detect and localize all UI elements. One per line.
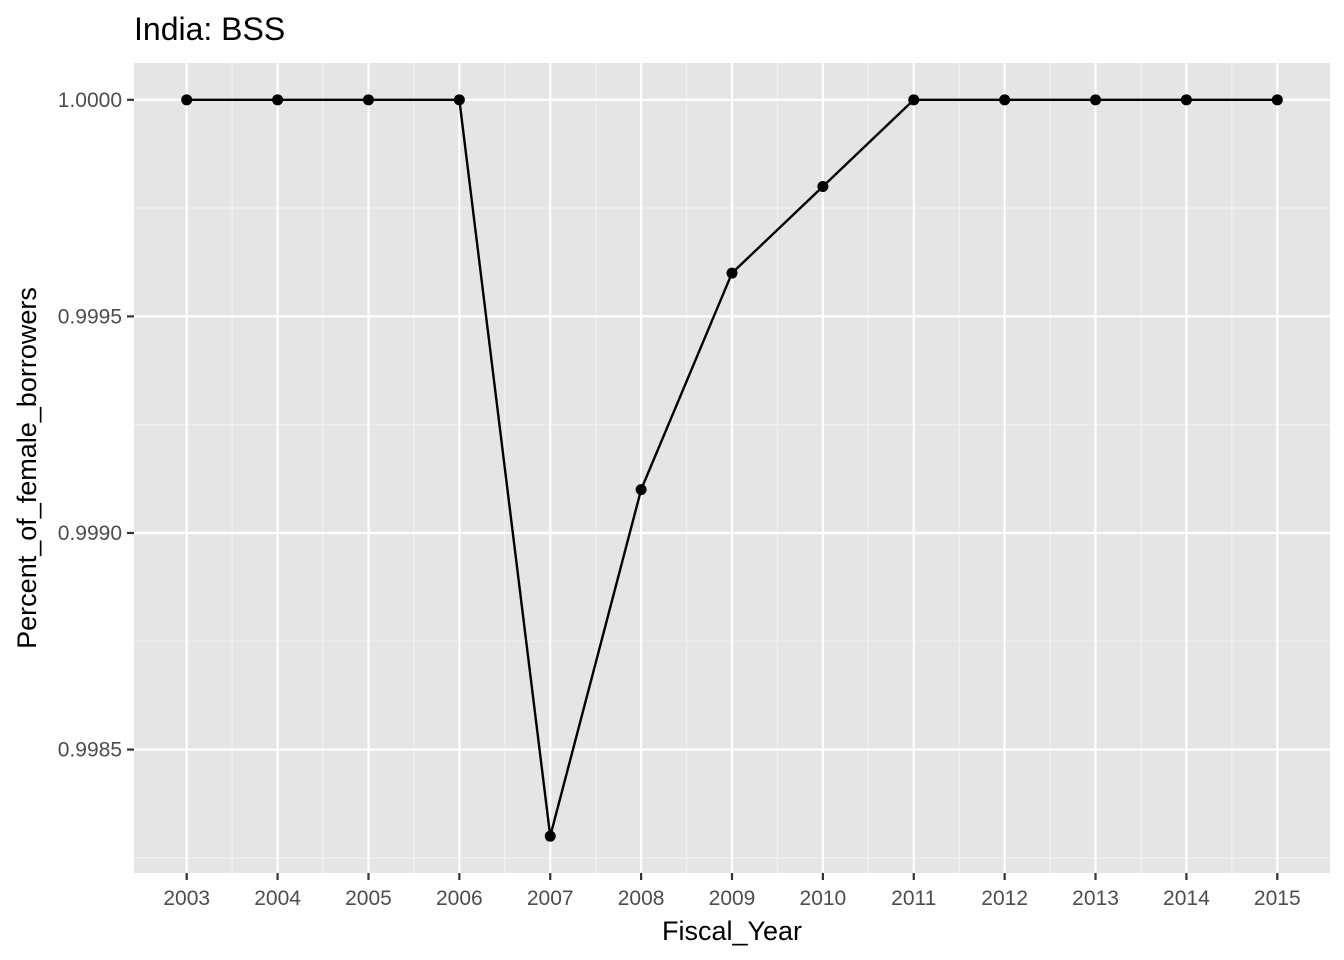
x-tick-label: 2009 [709, 887, 756, 910]
data-point [1180, 94, 1192, 106]
data-point [1090, 94, 1102, 106]
x-tick-label: 2003 [163, 887, 210, 910]
x-tick-label: 2005 [345, 887, 392, 910]
data-point [453, 94, 465, 106]
x-tick-label: 2015 [1254, 887, 1301, 910]
x-tick-label: 2010 [800, 887, 847, 910]
data-points [181, 94, 1283, 842]
y-tick-label: 0.9995 [58, 305, 122, 328]
data-point [635, 484, 647, 496]
x-tick-label: 2014 [1163, 887, 1210, 910]
x-tick-label: 2006 [436, 887, 483, 910]
x-axis: 2003 2004 2005 2006 2007 2008 2009 2010 2011 2012… [163, 873, 1301, 910]
major-gridlines [134, 63, 1330, 873]
y-tick-label: 1.0000 [58, 89, 122, 112]
x-axis-title: Fiscal_Year [662, 916, 802, 946]
data-point [817, 180, 829, 192]
data-point [272, 94, 284, 106]
data-point [908, 94, 920, 106]
y-axis-title: Percent_of_female_borrowers [12, 287, 42, 649]
x-tick-label: 2007 [527, 887, 574, 910]
data-point [362, 94, 374, 106]
chart-title: India: BSS [134, 11, 285, 47]
y-tick-label: 0.9990 [58, 522, 122, 545]
data-point [726, 267, 738, 279]
data-point [544, 830, 556, 842]
x-tick-label: 2013 [1072, 887, 1119, 910]
x-tick-label: 2008 [618, 887, 665, 910]
y-tick-label: 0.9985 [58, 739, 122, 762]
x-tick-label: 2011 [891, 887, 936, 910]
y-axis: 0.9985 0.9990 0.9995 1.0000 [58, 89, 134, 762]
data-point [999, 94, 1011, 106]
data-point [1271, 94, 1283, 106]
data-point [181, 94, 193, 106]
x-tick-label: 2012 [981, 887, 1028, 910]
x-tick-label: 2004 [254, 887, 301, 910]
